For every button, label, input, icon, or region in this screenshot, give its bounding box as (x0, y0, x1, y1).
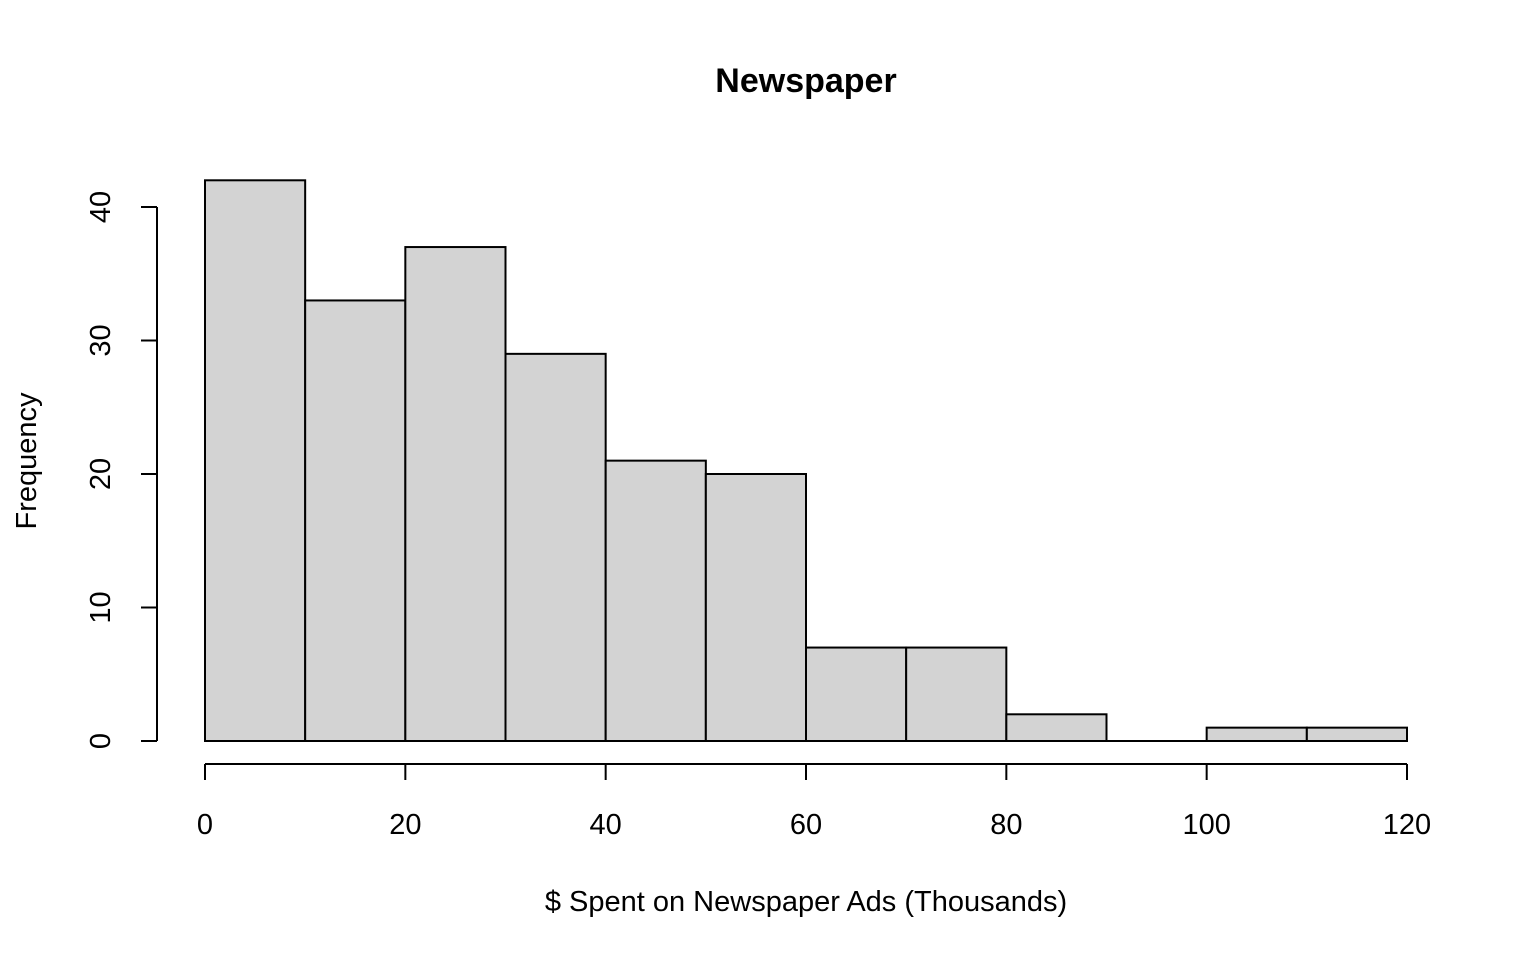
chart-title: Newspaper (715, 62, 896, 100)
x-axis: 0 20 40 60 80 100 120 (197, 763, 1431, 841)
x-tick-label-4: 80 (990, 809, 1022, 841)
y-axis: 0 10 20 30 40 (85, 191, 158, 749)
histogram-bar-3 (504, 352, 607, 742)
histogram-bar-0 (204, 179, 307, 743)
histogram-bar-5 (704, 473, 807, 742)
x-axis-label: $ Spent on Newspaper Ads (Thousands) (545, 886, 1067, 918)
y-axis-label: Frequency (11, 392, 43, 530)
histogram-bar-10 (1205, 726, 1308, 743)
x-tick-label-3: 60 (790, 809, 822, 841)
y-tick-label-1: 10 (85, 591, 117, 623)
x-tick-label-1: 20 (389, 809, 421, 841)
x-tick-label-0: 0 (197, 809, 213, 841)
histogram-bar-11 (1305, 726, 1409, 743)
x-tick-label-5: 100 (1182, 809, 1230, 841)
y-tick-label-4: 40 (85, 191, 117, 223)
histogram-bar-2 (404, 246, 507, 743)
x-tick-label-6: 120 (1383, 809, 1431, 841)
histogram-bar-1 (304, 299, 407, 742)
bars-group (204, 179, 1409, 743)
y-tick-label-0: 0 (85, 733, 117, 749)
y-tick-label-2: 20 (85, 458, 117, 490)
histogram-bar-7 (905, 646, 1008, 742)
histogram-bar-6 (805, 646, 908, 742)
histogram-bar-4 (604, 459, 707, 742)
y-tick-label-3: 30 (85, 324, 117, 356)
histogram-bar-8 (1005, 713, 1108, 742)
x-tick-label-2: 40 (590, 809, 622, 841)
